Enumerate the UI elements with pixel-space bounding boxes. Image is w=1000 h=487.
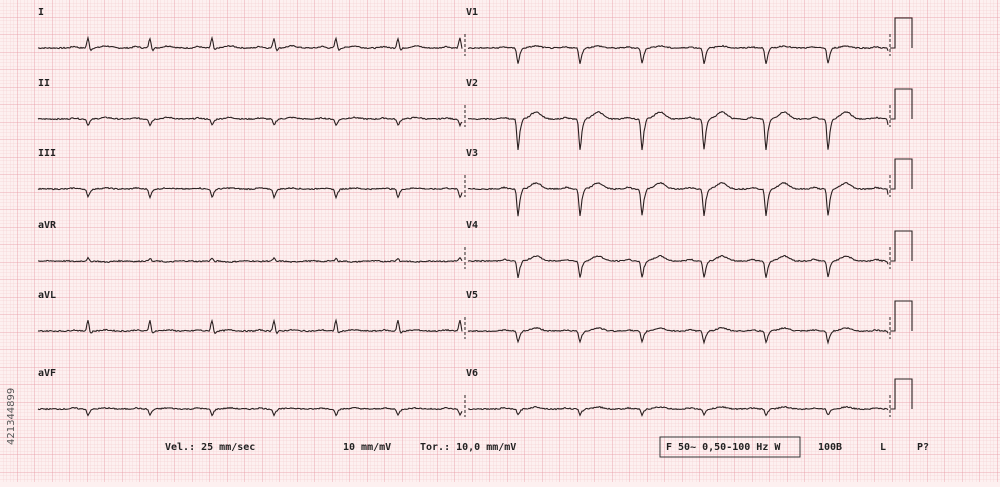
ecg-trace — [467, 181, 889, 217]
filter: F 50~ 0,50-100 Hz W — [666, 442, 781, 453]
lead-label: V4 — [466, 220, 478, 231]
ecg-trace — [37, 318, 463, 335]
rate: 100B — [818, 442, 842, 453]
filter-box — [659, 436, 801, 458]
ecg-trace — [467, 405, 889, 418]
lead-label: II — [38, 78, 50, 89]
lead-label: aVL — [38, 290, 56, 301]
lead-label: V6 — [466, 368, 478, 379]
ecg-trace — [467, 44, 889, 64]
speed: Vel.: 25 mm/sec — [165, 442, 255, 453]
calibration-pulse — [890, 300, 913, 332]
lead-label: V2 — [466, 78, 478, 89]
calibration-pulse — [890, 378, 913, 410]
ecg-trace — [467, 254, 889, 279]
calibration-pulse — [890, 88, 913, 120]
side-id: 421344899 — [6, 388, 17, 445]
lead-label: V1 — [466, 7, 478, 18]
chest-gain: Tor.: 10,0 mm/mV — [420, 442, 516, 453]
ecg-trace — [37, 186, 463, 200]
ecg-trace — [467, 110, 889, 151]
ecg-trace — [37, 256, 463, 264]
ecg-trace — [37, 116, 463, 128]
lead-label: aVR — [38, 220, 57, 231]
calibration-pulse — [890, 17, 913, 49]
lead-label: I — [38, 7, 44, 18]
lead-label: III — [38, 148, 56, 159]
lead-label: aVF — [38, 368, 56, 379]
ecg-trace — [37, 35, 463, 52]
gain: 10 mm/mV — [343, 442, 391, 453]
flag: P? — [917, 442, 929, 453]
lead-label: V3 — [466, 148, 478, 159]
ecg-trace — [37, 406, 463, 417]
ecg-trace — [467, 326, 889, 345]
calibration-pulse — [890, 230, 913, 262]
lead-label: V5 — [466, 290, 478, 301]
mode: L — [880, 442, 886, 453]
calibration-pulse — [890, 158, 913, 190]
